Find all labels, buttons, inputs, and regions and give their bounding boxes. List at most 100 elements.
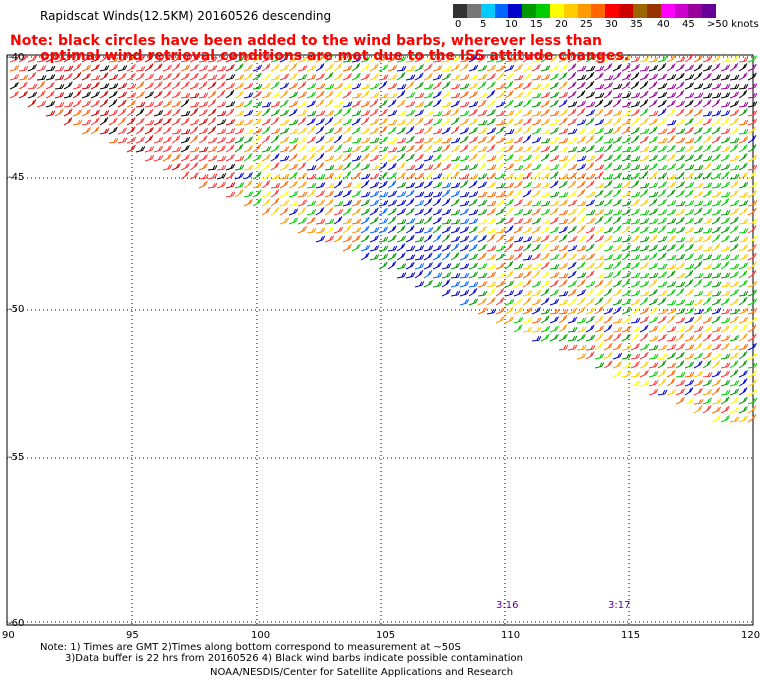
wind-barb (621, 101, 632, 108)
wind-barb (666, 335, 677, 342)
wind-barb (612, 306, 622, 315)
wind-barb (720, 281, 731, 288)
wind-barb (540, 325, 551, 333)
wind-barb (603, 315, 613, 324)
wind-barb (675, 360, 685, 369)
wind-barb (459, 90, 469, 99)
wind-barb (711, 290, 722, 297)
wind-barb (459, 56, 470, 63)
wind-barb (414, 199, 425, 207)
wind-barb (72, 119, 83, 126)
wind-barb (333, 226, 344, 234)
wind-barb (414, 109, 425, 117)
wind-barb (261, 153, 271, 162)
legend-label: 40 (657, 19, 670, 30)
wind-barb (432, 110, 443, 117)
wind-barb (594, 153, 604, 162)
wind-barb (522, 307, 533, 315)
wind-barb (693, 244, 704, 252)
wind-barb (720, 389, 731, 396)
wind-barb (621, 371, 632, 378)
wind-barb (567, 90, 577, 99)
wind-barb (513, 245, 524, 252)
wind-barb (657, 353, 668, 360)
wind-barb (549, 325, 560, 333)
wind-barb (738, 236, 749, 243)
wind-barb (585, 144, 595, 153)
wind-barb (585, 307, 596, 315)
wind-barb (513, 306, 523, 315)
wind-barb (342, 207, 352, 216)
wind-barb (225, 108, 235, 117)
wind-barb (540, 333, 550, 342)
wind-barb (324, 235, 335, 243)
wind-barb (369, 216, 379, 225)
wind-barb (270, 197, 280, 207)
wind-barb (594, 182, 605, 189)
wind-barb (243, 64, 253, 72)
wind-barb (630, 371, 641, 378)
wind-barb (576, 345, 587, 351)
wind-barb (738, 228, 749, 234)
wind-barb (450, 209, 461, 216)
wind-barb (576, 326, 587, 333)
wind-barb (207, 108, 217, 117)
wind-barb (675, 351, 685, 360)
wind-barb (468, 108, 478, 117)
wind-barb (639, 164, 650, 171)
wind-barb (369, 53, 379, 63)
wind-barb (648, 288, 658, 297)
wind-barb (666, 352, 676, 360)
wind-barb (486, 89, 496, 99)
wind-barb (243, 109, 254, 117)
wind-barb (99, 98, 109, 108)
wind-barb (216, 101, 227, 108)
wind-barb (702, 92, 713, 99)
wind-barb (738, 324, 748, 333)
wind-barb (225, 153, 235, 162)
wind-barb (540, 243, 550, 252)
wind-barb (747, 170, 757, 180)
wind-barb (432, 73, 443, 81)
wind-barb (549, 164, 560, 171)
wind-barb (522, 99, 532, 108)
wind-barb (180, 92, 191, 99)
wind-barb (675, 181, 685, 189)
wind-barb (549, 154, 560, 162)
wind-barb (675, 253, 686, 261)
wind-barb (495, 56, 506, 63)
wind-barb (747, 83, 758, 90)
wind-barb (531, 207, 541, 216)
wind-barb (243, 198, 253, 207)
wind-barb (486, 144, 496, 153)
wind-barb (603, 245, 614, 252)
wind-barb (567, 253, 577, 261)
wind-barb (189, 154, 199, 162)
wind-barb (621, 333, 631, 342)
wind-barb (639, 297, 649, 306)
wind-barb (135, 108, 145, 117)
wind-barb (603, 296, 613, 306)
wind-barb (459, 83, 470, 90)
wind-barb (315, 174, 326, 180)
wind-barb (630, 208, 641, 216)
wind-barb (576, 207, 586, 216)
wind-barb (288, 100, 299, 108)
wind-barb (612, 270, 622, 279)
wind-barb (225, 55, 235, 63)
wind-barb (306, 227, 317, 234)
wind-barb (432, 181, 443, 189)
wind-barb (225, 82, 236, 90)
wind-barb (540, 153, 550, 162)
wind-barb (738, 415, 748, 423)
wind-barb (612, 369, 622, 378)
wind-barb (459, 101, 470, 108)
wind-barb (576, 306, 586, 315)
wind-barb (306, 82, 317, 90)
wind-barb (711, 153, 721, 162)
wind-barb (198, 135, 208, 144)
legend-label: 5 (480, 19, 487, 30)
wind-barb (387, 82, 398, 90)
wind-barb (729, 62, 739, 72)
wind-barb (567, 172, 577, 180)
